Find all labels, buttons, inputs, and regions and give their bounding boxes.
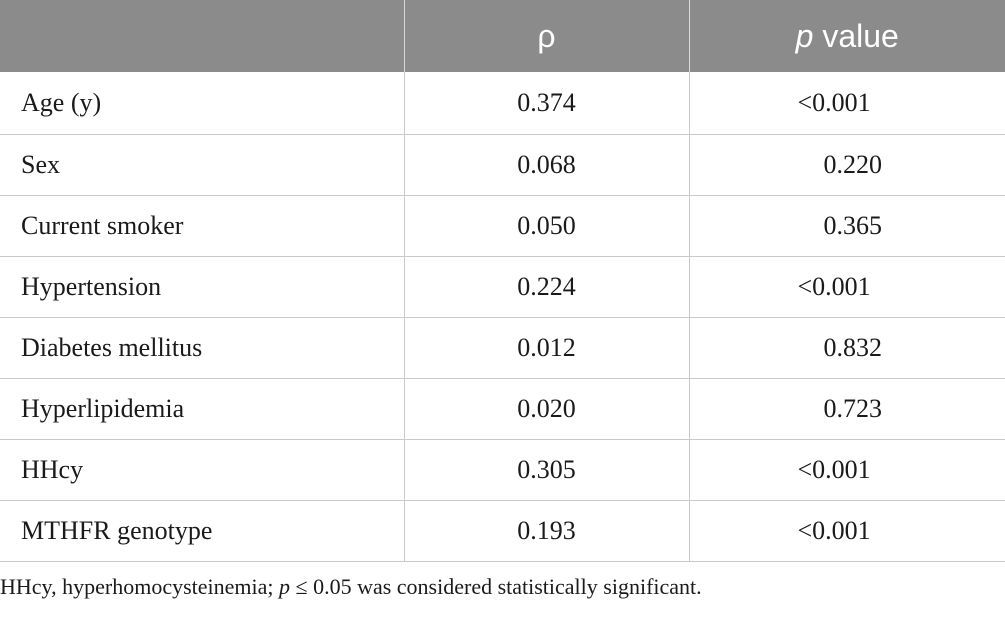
footnote-text-2: ≤ 0.05 was considered statistically sign… xyxy=(290,574,702,599)
p-value-cell: 0.365 xyxy=(689,195,1005,257)
p-value-cell: 0.832 xyxy=(689,317,1005,379)
table-row: MTHFR genotype 0.193 <0.001 xyxy=(0,500,1005,562)
table-row: Hyperlipidemia 0.020 0.723 xyxy=(0,378,1005,440)
p-value-cell: <0.001 xyxy=(689,72,1005,135)
header-rho: ρ xyxy=(404,0,690,72)
variable-cell: MTHFR genotype xyxy=(0,500,405,562)
header-variable xyxy=(0,0,405,72)
table-footnote: HHcy, hyperhomocysteinemia; p ≤ 0.05 was… xyxy=(0,574,702,600)
header-row: ρ p value xyxy=(0,0,1005,72)
variable-cell: Hypertension xyxy=(0,256,405,318)
rho-cell: 0.020 xyxy=(404,378,690,440)
table-row: Age (y) 0.374 <0.001 xyxy=(0,72,1005,135)
variable-cell: Diabetes mellitus xyxy=(0,317,405,379)
rho-cell: 0.374 xyxy=(404,72,690,135)
variable-cell: Current smoker xyxy=(0,195,405,257)
p-value-cell: 0.220 xyxy=(689,134,1005,196)
table-row: Sex 0.068 0.220 xyxy=(0,134,1005,196)
rho-cell: 0.193 xyxy=(404,500,690,562)
variable-cell: Hyperlipidemia xyxy=(0,378,405,440)
table-row: Hypertension 0.224 <0.001 xyxy=(0,256,1005,318)
p-value-cell: <0.001 xyxy=(689,439,1005,501)
p-value-cell: <0.001 xyxy=(689,500,1005,562)
header-p-italic: p xyxy=(795,17,814,54)
rho-cell: 0.224 xyxy=(404,256,690,318)
rho-cell: 0.050 xyxy=(404,195,690,257)
rho-cell: 0.068 xyxy=(404,134,690,196)
footnote-p-italic: p xyxy=(279,574,290,599)
p-value-cell: <0.001 xyxy=(689,256,1005,318)
correlation-table: ρ p value Age (y) 0.374 <0.001 Sex 0.068… xyxy=(0,0,1005,562)
variable-cell: Sex xyxy=(0,134,405,196)
rho-cell: 0.012 xyxy=(404,317,690,379)
rho-cell: 0.305 xyxy=(404,439,690,501)
p-value-cell: 0.723 xyxy=(689,378,1005,440)
footnote-text-1: HHcy, hyperhomocysteinemia; xyxy=(0,574,279,599)
table-row: Diabetes mellitus 0.012 0.832 xyxy=(0,317,1005,379)
header-p-rest: value xyxy=(813,17,899,54)
variable-cell: HHcy xyxy=(0,439,405,501)
table-row: Current smoker 0.050 0.365 xyxy=(0,195,1005,257)
table-row: HHcy 0.305 <0.001 xyxy=(0,439,1005,501)
variable-cell: Age (y) xyxy=(0,72,405,135)
header-p-value: p value xyxy=(689,0,1005,72)
